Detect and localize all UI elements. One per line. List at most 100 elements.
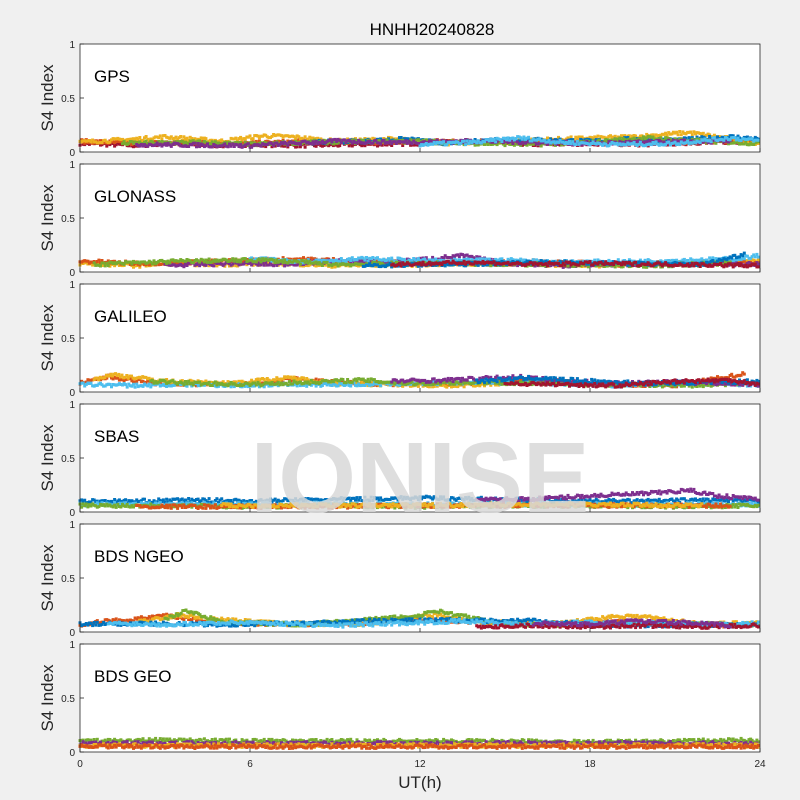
data-point [198,139,202,143]
data-point [612,263,616,267]
data-point [119,142,123,146]
data-point [130,140,134,144]
data-point [254,260,258,264]
data-point [459,259,463,263]
data-point [642,265,645,269]
data-point [673,259,677,262]
data-point [237,142,241,146]
data-point [601,262,605,266]
data-point [522,261,526,265]
data-point [278,133,282,137]
data-point [745,135,749,139]
data-point [229,263,233,267]
data-point [149,137,153,141]
data-point [150,262,154,266]
data-point [325,257,329,261]
data-point [306,140,310,144]
data-point [405,141,409,145]
data-point [476,255,480,259]
data-point [450,141,453,145]
data-point [399,262,403,266]
data-point [333,259,337,262]
data-point [492,258,496,262]
data-point [180,259,184,262]
data-point [180,142,184,146]
data-point [643,144,647,148]
data-point [512,143,516,147]
data-point [676,133,680,137]
data-point [286,134,290,138]
data-point [440,141,444,145]
data-point [110,261,113,265]
data-point [253,143,257,147]
data-point [303,135,307,139]
data-point [412,257,416,260]
data-point [390,142,394,146]
data-point [744,261,748,265]
data-point [295,257,299,261]
data-point [209,261,213,264]
data-point [297,260,301,264]
data-point [368,262,372,266]
data-point [250,263,254,267]
data-point [494,140,498,144]
data-point [708,133,712,137]
data-point [470,262,474,266]
data-point [662,140,666,144]
data-point [679,259,683,263]
data-point [413,143,417,147]
data-point [546,140,549,144]
data-point [738,255,741,259]
data-point [152,140,156,144]
data-point [755,252,759,256]
data-point [253,260,257,264]
data-point [423,140,427,144]
data-point [756,255,760,259]
data-point [289,134,293,138]
data-point [278,140,282,143]
data-point [223,262,227,266]
data-point [250,145,254,149]
data-point [569,263,573,267]
data-point [358,138,362,142]
data-point [229,136,233,140]
data-point [317,261,321,265]
data-point [692,261,696,265]
data-point [390,260,394,264]
data-point [709,135,713,139]
data-point [418,261,422,265]
data-point [165,261,169,265]
data-point [393,140,397,144]
data-point [497,258,501,262]
data-point [731,136,735,140]
data-point [331,142,335,146]
data-point [239,143,243,146]
data-point [506,136,510,140]
data-point [522,141,526,145]
data-point [651,135,655,139]
data-point [733,139,737,143]
data-point [352,139,356,143]
data-point [634,134,638,138]
data-point [484,263,488,267]
data-point [747,137,751,141]
data-point [267,141,271,145]
scatter-points [78,251,760,269]
data-point [398,256,401,260]
data-point [265,143,269,147]
data-point [620,265,623,269]
data-point [544,262,548,266]
data-point [243,143,247,147]
data-point [228,142,231,146]
data-point [525,262,529,266]
data-point [443,143,447,147]
data-point [665,259,669,263]
data-point [278,262,282,266]
data-point [350,144,354,148]
data-point [358,256,362,260]
data-point [649,260,653,264]
data-point [83,141,87,145]
data-point [741,142,745,146]
data-point [261,142,265,146]
data-point [339,260,343,263]
